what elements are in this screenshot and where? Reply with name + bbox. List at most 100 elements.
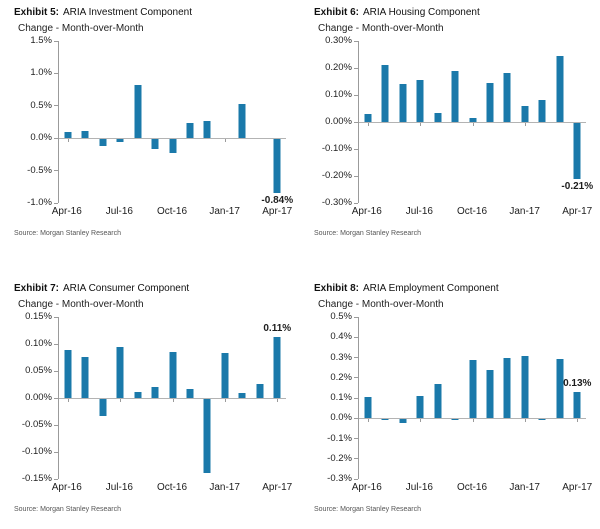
y-tick-mark <box>354 40 358 42</box>
x-tick-label: Jan-17 <box>209 206 240 217</box>
bar-apr-16 <box>364 113 372 122</box>
chart-subtitle: Change - Month-over-Month <box>18 299 144 310</box>
housing-bar-chart: 0.30% 0.20% 0.10% 0.00% -0.10% -0.20% -0.30% -… <box>314 35 600 219</box>
chart-subtitle: Change - Month-over-Month <box>318 299 444 310</box>
x-tick-mark <box>120 398 122 402</box>
x-tick-label: Apr-17 <box>262 206 293 217</box>
y-tick-mark <box>54 424 58 426</box>
bar-nov-16 <box>486 369 494 419</box>
x-axis-labels: Apr-16 Jul-16 Oct-16 Jan-17 Apr-17 <box>352 203 592 219</box>
bar-oct-16 <box>469 359 476 419</box>
x-tick-mark <box>224 138 226 142</box>
x-tick-label: Oct-16 <box>456 482 488 493</box>
y-tick-mark <box>54 202 58 204</box>
source-note: Source: Morgan Stanley Research <box>314 230 421 237</box>
y-tick-label: 1.5% <box>30 35 52 46</box>
page-title: Exhibit 5: ARIA Investment Component <box>14 7 300 18</box>
exhibit-name: ARIA Housing Component <box>363 7 480 18</box>
plot-area: 0.11% <box>54 316 291 480</box>
bar-may-16 <box>81 131 89 139</box>
y-tick-mark <box>54 343 58 345</box>
x-tick-label: Jul-16 <box>105 482 133 493</box>
x-tick-label: Jan-17 <box>209 482 240 493</box>
y-tick-label: 0.10% <box>325 89 352 100</box>
value-label: 0.11% <box>263 322 292 334</box>
bar-aug-16 <box>134 85 142 139</box>
bar-may-16 <box>81 356 89 398</box>
y-tick-label: 0.1% <box>330 392 352 403</box>
exhibit-name: ARIA Consumer Component <box>63 283 190 294</box>
x-tick-mark <box>524 418 526 422</box>
x-tick-label: Apr-16 <box>351 206 382 217</box>
y-tick-label: -0.15% <box>21 473 52 484</box>
bar-apr-17 <box>273 336 281 398</box>
bar-dec-16 <box>503 357 511 419</box>
x-tick-label: Apr-16 <box>351 482 382 493</box>
bar-jul-16 <box>416 80 424 122</box>
bar-jan-17 <box>521 105 529 122</box>
y-tick-label: 0.15% <box>25 311 52 322</box>
bar-sep-16 <box>151 386 159 398</box>
y-tick-label: -0.1% <box>327 432 352 444</box>
y-tick-label: 0.10% <box>25 338 52 349</box>
value-label: -0.21% <box>561 180 594 192</box>
y-tick-mark <box>354 336 358 338</box>
bar-apr-17 <box>273 139 281 193</box>
bar-apr-16 <box>64 350 72 398</box>
y-tick-mark <box>354 121 358 123</box>
y-tick-label: -0.2% <box>327 452 352 464</box>
bar-dec-16 <box>203 399 211 473</box>
x-tick-label: Apr-16 <box>51 206 82 217</box>
consumer-bar-chart: 0.15% 0.10% 0.05% 0.00% -0.05% -0.10% -0.15% 0… <box>14 311 300 495</box>
y-tick-mark <box>54 478 58 480</box>
exhibit-name: ARIA Investment Component <box>63 7 192 18</box>
x-axis-labels: Apr-16 Jul-16 Oct-16 Jan-17 Apr-17 <box>52 203 292 219</box>
bar-oct-16 <box>469 117 476 122</box>
bar-dec-16 <box>503 73 511 122</box>
exhibit-label: Exhibit 5: <box>14 7 60 18</box>
plot-wrap: 0.13% Apr-16 Jul-16 Oct-16 Jan-17 Apr-17 <box>352 316 592 495</box>
x-tick-label: Oct-16 <box>156 482 188 493</box>
y-tick-label: -0.10% <box>321 143 352 154</box>
y-tick-mark <box>354 148 358 150</box>
plot-area: -0.21% <box>354 40 593 204</box>
x-tick-label: Apr-16 <box>51 482 82 493</box>
x-tick-mark <box>472 418 474 422</box>
bar-jun-16 <box>399 419 407 424</box>
y-tick-mark <box>54 397 58 399</box>
y-axis-labels: 1.5% 1.0% 0.5% 0.0% -0.5% -1.0% <box>14 35 58 208</box>
exhibit-label: Exhibit 7: <box>14 283 60 294</box>
plot-area: 0.13% <box>354 316 591 480</box>
y-tick-label: 0.00% <box>25 392 52 403</box>
y-tick-mark <box>54 40 58 42</box>
bar-apr-17 <box>573 391 581 419</box>
x-tick-label: Jan-17 <box>509 482 540 493</box>
panel-exhibit-8: Exhibit 8: ARIA Employment Component Chan… <box>300 265 600 529</box>
bar-feb-17 <box>238 393 246 398</box>
zero-axis-line <box>59 397 286 399</box>
y-tick-label: -0.05% <box>21 419 52 430</box>
y-tick-label: -1.0% <box>27 197 52 208</box>
y-tick-mark <box>354 357 358 358</box>
bar-jul-16 <box>416 395 424 419</box>
y-tick-label: 0.5% <box>30 99 52 111</box>
bar-nov-16 <box>186 389 194 398</box>
y-tick-label: -0.30% <box>321 197 352 208</box>
y-tick-label: -0.5% <box>27 164 52 176</box>
bar-apr-17 <box>573 123 581 179</box>
y-axis-labels: 0.5% 0.4% 0.3% 0.2% 0.1% 0.0% -0.1% -0.2% -0.3% <box>314 311 358 484</box>
bar-sep-16 <box>451 419 459 421</box>
bar-jul-16 <box>116 139 124 143</box>
bar-aug-16 <box>134 392 142 398</box>
y-tick-label: 0.4% <box>330 331 352 343</box>
exhibit-name: ARIA Employment Component <box>363 283 499 294</box>
x-tick-label: Apr-17 <box>562 482 593 493</box>
y-tick-label: -0.10% <box>21 446 52 457</box>
exhibit-label: Exhibit 8: <box>314 283 360 294</box>
y-tick-label: 0.5% <box>330 311 352 322</box>
y-tick-mark <box>354 316 358 318</box>
bar-nov-16 <box>186 123 194 139</box>
x-axis-labels: Apr-16 Jul-16 Oct-16 Jan-17 Apr-17 <box>52 479 292 495</box>
plot-wrap: -0.84% Apr-16 Jul-16 Oct-16 Jan-17 Apr-17 <box>52 40 293 219</box>
bar-sep-16 <box>151 139 159 150</box>
